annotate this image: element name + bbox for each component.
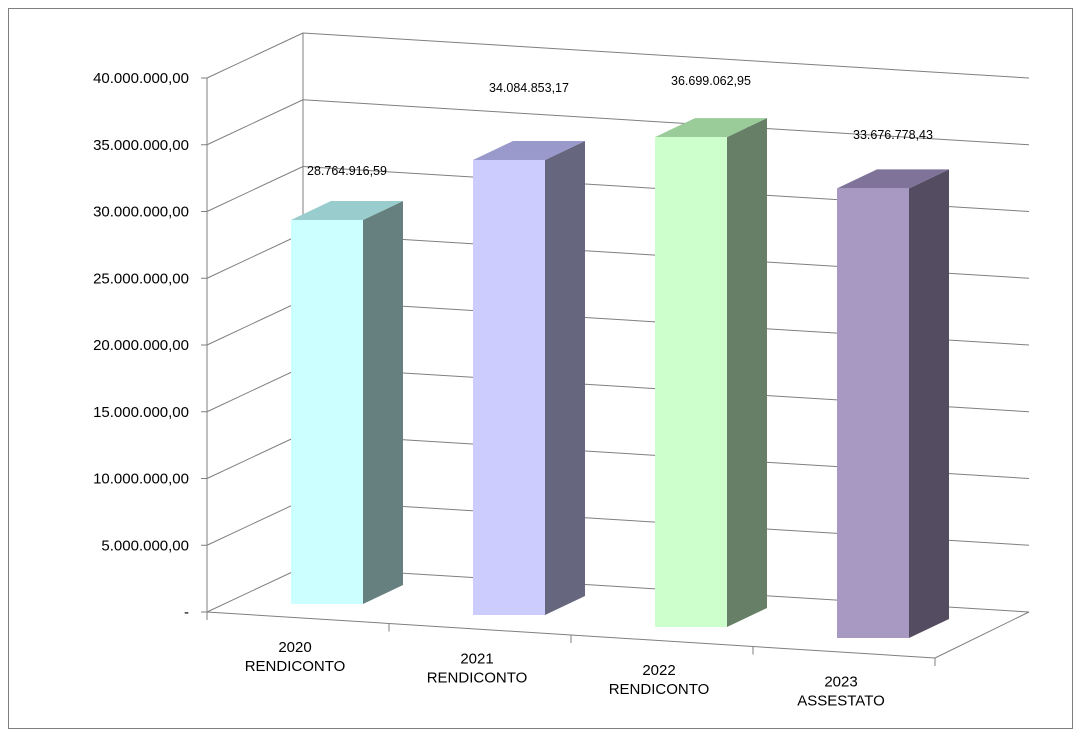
category-label: 2020 <box>278 639 311 656</box>
category-label: RENDICONTO <box>245 658 346 675</box>
gridline-back-8 <box>302 32 1030 79</box>
gridline-left-2 <box>206 433 304 479</box>
bar <box>655 137 727 627</box>
data-label: 28.764.916,59 <box>307 164 387 178</box>
category-label: 2022 <box>642 662 675 679</box>
gridline-back-7 <box>302 99 1030 146</box>
bar-side <box>363 200 403 605</box>
data-label: 33.676.778,43 <box>853 128 933 142</box>
bar-side <box>727 118 767 628</box>
y-tick-label: 30.000.000,00 <box>93 204 189 221</box>
y-tick-label: 15.000.000,00 <box>93 404 189 421</box>
bar-top <box>291 200 403 220</box>
gridline-left-5 <box>206 232 304 279</box>
y-tick-label: - <box>184 604 189 621</box>
data-label: 34.084.853,17 <box>489 81 569 95</box>
gridline-left-3 <box>206 366 304 413</box>
bar <box>473 159 545 615</box>
gridline-left-8 <box>206 32 304 79</box>
y-tick-label: 20.000.000,00 <box>93 337 189 354</box>
category-label: RENDICONTO <box>609 681 710 698</box>
bar-side <box>545 140 585 615</box>
y-tick-label: 25.000.000,00 <box>93 270 189 287</box>
category-label: RENDICONTO <box>427 669 528 686</box>
category-label: 2021 <box>460 650 493 667</box>
bar <box>837 188 909 638</box>
floor-right-edge <box>934 611 1030 659</box>
category-label: 2023 <box>824 673 857 690</box>
gridline-left-6 <box>206 166 304 212</box>
y-tick-label: 10.000.000,00 <box>93 471 189 488</box>
gridline-left-0 <box>206 566 304 613</box>
bar-top <box>473 140 585 160</box>
bar-top <box>837 169 949 189</box>
bar <box>291 219 363 605</box>
data-label: 36.699.062,95 <box>671 74 751 88</box>
gridline-left-7 <box>206 99 304 146</box>
y-tick-label: 35.000.000,00 <box>93 137 189 154</box>
gridline-left-4 <box>206 299 304 346</box>
bar-top <box>655 118 767 138</box>
y-tick-label: 40.000.000,00 <box>93 70 189 87</box>
chart-border <box>8 8 1073 729</box>
bar-side <box>909 169 949 638</box>
y-tick-label: 5.000.000,00 <box>101 537 189 554</box>
category-label: ASSESTATO <box>797 692 885 709</box>
gridline-left-1 <box>206 499 304 546</box>
